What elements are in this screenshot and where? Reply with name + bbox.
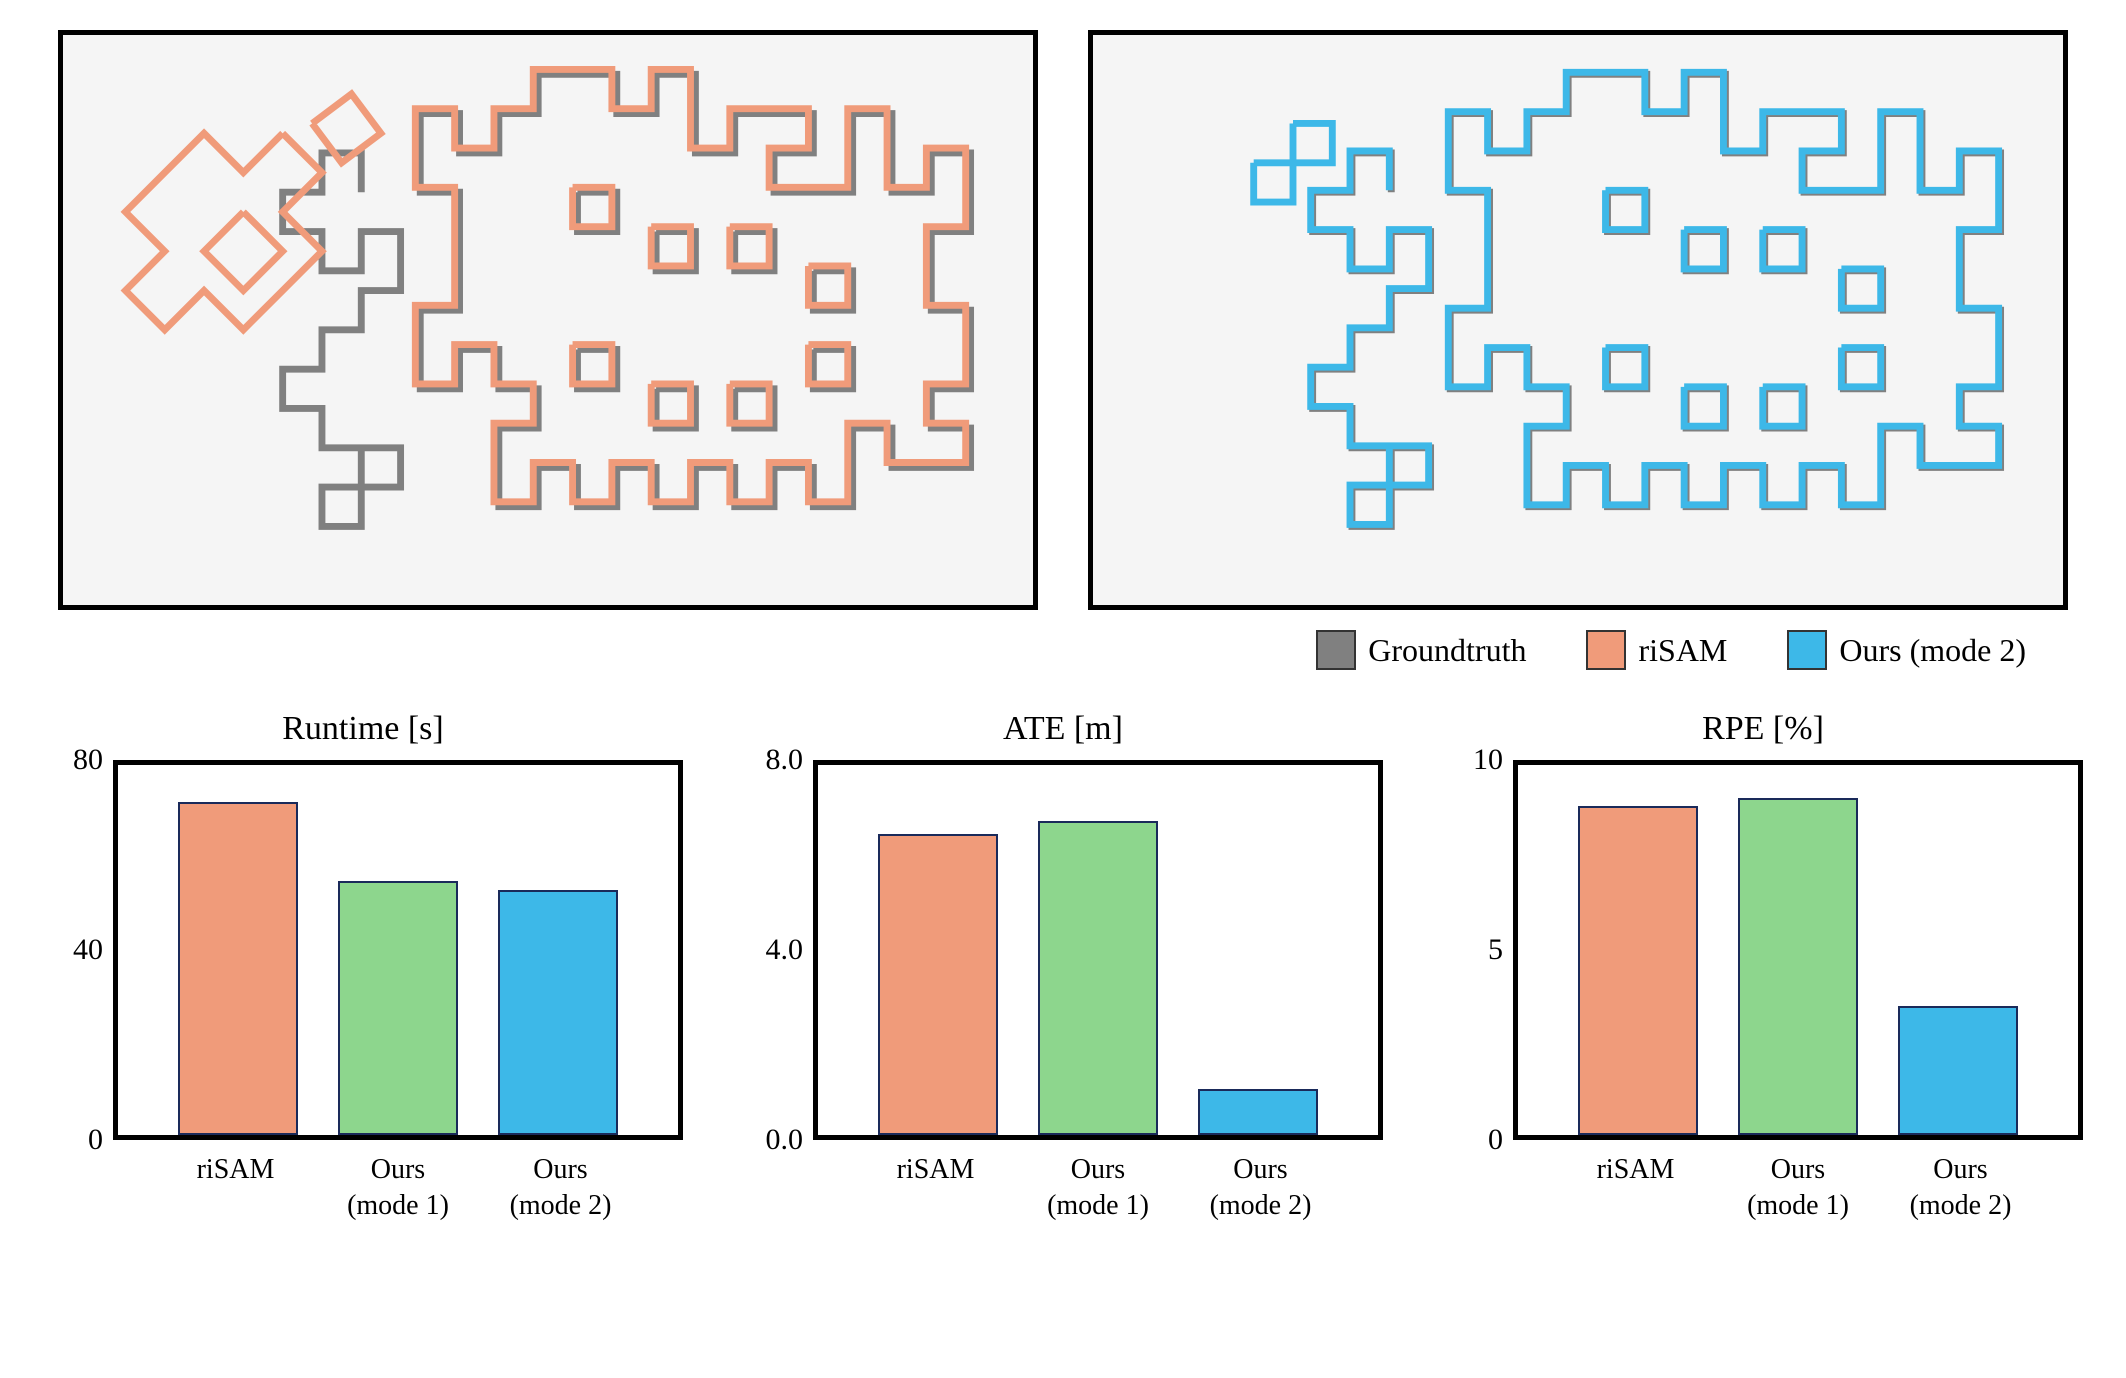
legend: Groundtruth riSAM Ours (mode 2) xyxy=(40,630,2086,670)
x-label: riSAM xyxy=(1576,1152,1696,1225)
risam-path xyxy=(125,69,965,501)
bar xyxy=(498,890,618,1135)
trajectory-svg-left xyxy=(63,35,1033,605)
chart-title: ATE [m] xyxy=(743,710,1383,748)
x-label: riSAM xyxy=(876,1152,996,1225)
x-labels: riSAM Ours(mode 1) Ours(mode 2) xyxy=(743,1152,1383,1225)
legend-item-groundtruth: Groundtruth xyxy=(1316,630,1526,670)
y-axis: 0510 xyxy=(1443,760,1513,1140)
charts-row: Runtime [s]04080riSAMOurs(mode 1)Ours(mo… xyxy=(40,710,2086,1225)
legend-swatch-risam xyxy=(1586,630,1626,670)
legend-label: Ours (mode 2) xyxy=(1839,632,2026,669)
bar xyxy=(1898,1006,2018,1136)
x-label: Ours(mode 2) xyxy=(1201,1152,1321,1225)
bar xyxy=(1738,798,1858,1135)
y-tick: 80 xyxy=(43,743,103,777)
bar xyxy=(338,881,458,1135)
groundtruth-path-right xyxy=(1313,74,2001,526)
chart-title: Runtime [s] xyxy=(43,710,683,748)
trajectory-panels xyxy=(40,30,2086,610)
x-label: Ours(mode 1) xyxy=(1038,1152,1158,1225)
legend-item-ours: Ours (mode 2) xyxy=(1787,630,2026,670)
y-tick: 0 xyxy=(1443,1123,1503,1157)
groundtruth-path-left xyxy=(283,74,971,526)
trajectory-svg-right xyxy=(1093,35,2063,605)
y-tick: 8.0 xyxy=(743,743,803,777)
bar xyxy=(878,834,998,1135)
legend-label: riSAM xyxy=(1638,632,1727,669)
chart-1: ATE [m]0.04.08.0riSAMOurs(mode 1)Ours(mo… xyxy=(743,710,1383,1225)
chart-0: Runtime [s]04080riSAMOurs(mode 1)Ours(mo… xyxy=(43,710,683,1225)
bar xyxy=(1578,806,1698,1135)
ours-path xyxy=(1254,72,1999,524)
chart-area: 04080 xyxy=(43,760,683,1140)
plot-box xyxy=(113,760,683,1140)
bar xyxy=(178,802,298,1135)
x-label: Ours(mode 2) xyxy=(1901,1152,2021,1225)
y-tick: 10 xyxy=(1443,743,1503,777)
x-labels: riSAM Ours(mode 1) Ours(mode 2) xyxy=(1443,1152,2083,1225)
x-label: Ours(mode 2) xyxy=(501,1152,621,1225)
x-label: riSAM xyxy=(176,1152,296,1225)
y-tick: 40 xyxy=(43,933,103,967)
y-tick: 4.0 xyxy=(743,933,803,967)
legend-swatch-groundtruth xyxy=(1316,630,1356,670)
bar xyxy=(1198,1089,1318,1135)
legend-label: Groundtruth xyxy=(1368,632,1526,669)
trajectory-panel-ours xyxy=(1088,30,2068,610)
x-labels: riSAM Ours(mode 1) Ours(mode 2) xyxy=(43,1152,683,1225)
x-label: Ours(mode 1) xyxy=(1738,1152,1858,1225)
bar xyxy=(1038,821,1158,1136)
plot-box xyxy=(813,760,1383,1140)
chart-area: 0.04.08.0 xyxy=(743,760,1383,1140)
legend-item-risam: riSAM xyxy=(1586,630,1727,670)
plot-box xyxy=(1513,760,2083,1140)
trajectory-panel-risam xyxy=(58,30,1038,610)
y-axis: 04080 xyxy=(43,760,113,1140)
x-label: Ours(mode 1) xyxy=(338,1152,458,1225)
y-tick: 0.0 xyxy=(743,1123,803,1157)
y-axis: 0.04.08.0 xyxy=(743,760,813,1140)
chart-2: RPE [%]0510riSAMOurs(mode 1)Ours(mode 2) xyxy=(1443,710,2083,1225)
y-tick: 0 xyxy=(43,1123,103,1157)
legend-swatch-ours xyxy=(1787,630,1827,670)
chart-title: RPE [%] xyxy=(1443,710,2083,748)
chart-area: 0510 xyxy=(1443,760,2083,1140)
y-tick: 5 xyxy=(1443,933,1503,967)
